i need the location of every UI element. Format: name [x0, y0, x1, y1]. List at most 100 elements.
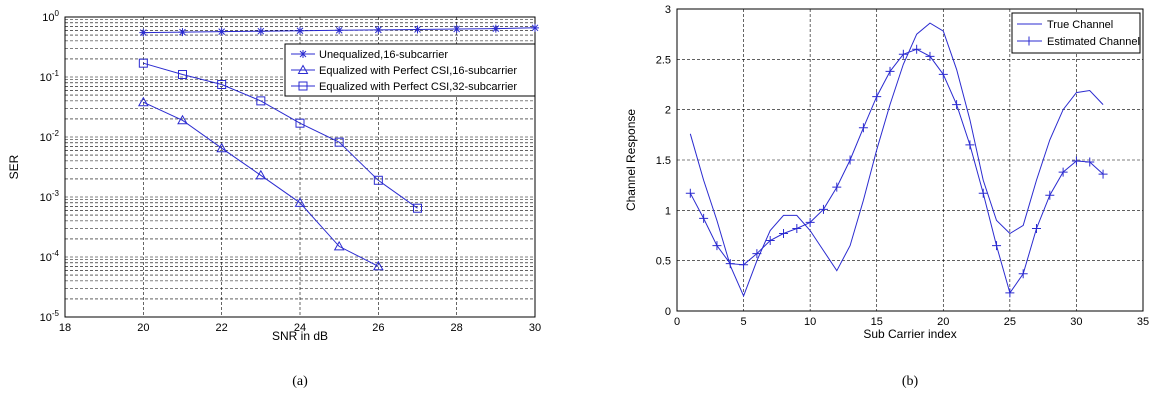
- chart-a-ticks: 18 20 22 24 26 28 30 100 10-1 10-2 10-3 10-4 10-5: [40, 9, 542, 334]
- legend-marker: [1024, 36, 1034, 46]
- data-point: [452, 25, 461, 34]
- y-tick-label: 10-5: [40, 309, 60, 324]
- x-tick-label: 5: [741, 316, 747, 328]
- y-tick-label: 1: [665, 205, 671, 217]
- data-point: [294, 197, 306, 207]
- legend-box: [284, 43, 536, 97]
- legend-entry: Equalized with Perfect CSI,32-subcarrier: [319, 81, 517, 93]
- data-point: [374, 25, 383, 34]
- data-point: [296, 26, 304, 35]
- data-point: [885, 66, 895, 76]
- y-tick-label: 0.5: [656, 256, 671, 268]
- data-point: [965, 140, 975, 150]
- series-plus: [685, 44, 1108, 298]
- data-point: [725, 259, 735, 269]
- x-tick-label: 20: [937, 316, 949, 328]
- data-point: [699, 213, 709, 223]
- chart-b-series: [685, 22, 1108, 298]
- data-point: [952, 100, 962, 110]
- series-triangle: [137, 96, 384, 271]
- y-tick-label: 10-4: [40, 249, 60, 264]
- chart-b-caption: (b): [902, 374, 919, 389]
- y-tick-label: 100: [42, 9, 59, 24]
- x-tick-label: 18: [59, 322, 71, 334]
- data-point: [491, 24, 500, 33]
- chart-a: 18 20 22 24 26 28 30 100 10-1 10-2 10-3 10-4 10-5 Un…: [7, 9, 541, 389]
- chart-b: 0 5 10 15 20 25 30 35 0 0.5 1 1.5 2 2.5 3 True Channel…: [624, 4, 1149, 389]
- data-point: [898, 49, 908, 59]
- data-point: [1058, 167, 1068, 177]
- data-point: [805, 217, 815, 227]
- data-point: [765, 236, 775, 246]
- data-point: [334, 137, 344, 147]
- x-tick-label: 26: [372, 322, 384, 334]
- legend-entry: Unequalized,16-subcarrier: [319, 49, 448, 61]
- data-point: [295, 118, 305, 128]
- data-point: [1045, 190, 1055, 200]
- y-tick-label: 1.5: [656, 155, 671, 167]
- y-tick-label: 10-1: [40, 69, 60, 84]
- x-tick-label: 20: [137, 322, 149, 334]
- data-point: [178, 28, 187, 37]
- data-point: [177, 114, 188, 125]
- data-point: [413, 25, 422, 34]
- chart-b-x-axis-label: Sub Carrier index: [863, 327, 956, 341]
- data-point: [1085, 157, 1095, 167]
- data-point: [413, 203, 422, 213]
- data-point: [1005, 288, 1015, 298]
- y-tick-label: 2: [665, 105, 671, 117]
- data-point: [216, 142, 228, 153]
- series-square: [138, 58, 422, 213]
- data-point: [256, 96, 266, 106]
- series-line: [143, 101, 379, 267]
- data-point: [1031, 223, 1041, 233]
- data-point: [779, 228, 789, 238]
- data-point: [138, 58, 148, 68]
- chart-a-legend: Unequalized,16-subcarrier Equalized with …: [284, 43, 536, 97]
- data-point: [217, 27, 226, 36]
- chart-a-series: [137, 23, 539, 271]
- data-point: [685, 188, 695, 198]
- data-point: [978, 188, 988, 198]
- series-star: [139, 23, 539, 37]
- data-point: [925, 51, 935, 61]
- x-tick-label: 30: [1070, 316, 1082, 328]
- legend-entry: Equalized with Perfect CSI,16-subcarrier: [319, 65, 517, 77]
- series-line: [689, 48, 1104, 295]
- data-point: [818, 204, 828, 214]
- x-tick-label: 28: [451, 322, 463, 334]
- data-point: [373, 175, 383, 185]
- data-point: [137, 96, 149, 107]
- series-line: [689, 22, 1104, 298]
- data-point: [912, 44, 922, 54]
- data-point: [752, 249, 762, 259]
- y-tick-label: 3: [665, 4, 671, 16]
- y-tick-label: 0: [665, 306, 671, 318]
- data-point: [992, 241, 1002, 251]
- data-point: [872, 92, 882, 102]
- x-tick-label: 30: [529, 322, 541, 334]
- data-point: [858, 123, 868, 133]
- x-tick-label: 22: [216, 322, 228, 334]
- y-tick-label: 2.5: [656, 54, 671, 66]
- legend-box: [1011, 12, 1141, 54]
- data-point: [217, 79, 227, 89]
- series-line: [689, 22, 1104, 298]
- x-tick-label: 35: [1137, 316, 1149, 328]
- y-tick-label: 10-2: [40, 129, 60, 144]
- data-point: [178, 70, 187, 80]
- x-tick-label: 25: [1004, 316, 1016, 328]
- legend-entry: Estimated Channel: [1047, 36, 1140, 48]
- x-tick-label: 10: [804, 316, 816, 328]
- data-point: [139, 28, 148, 37]
- data-point: [938, 69, 948, 79]
- chart-b-legend: True Channel Estimated Channel: [1011, 12, 1141, 54]
- series-line: [143, 62, 418, 209]
- legend-marker: [298, 81, 308, 91]
- data-point: [255, 169, 267, 180]
- x-tick-label: 24: [294, 322, 306, 334]
- data-point: [792, 223, 802, 233]
- x-tick-label: 0: [674, 316, 680, 328]
- data-point: [333, 240, 345, 251]
